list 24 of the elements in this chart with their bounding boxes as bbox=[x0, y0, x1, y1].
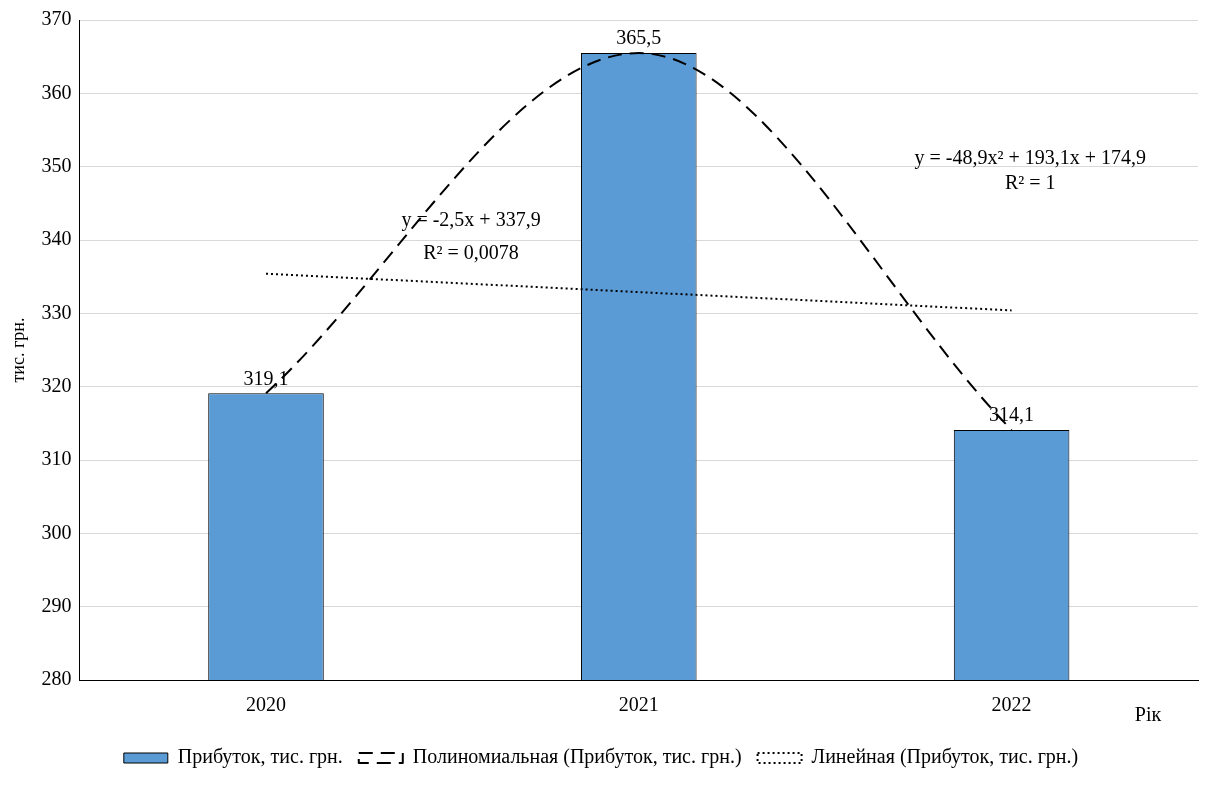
y-tick-label: 290 bbox=[41, 593, 72, 616]
y-axis-title: тис. грн. bbox=[7, 317, 28, 383]
x-axis-title: Рік bbox=[1134, 703, 1162, 726]
y-tick-label: 300 bbox=[41, 520, 72, 543]
data-label: 365,5 bbox=[616, 26, 662, 49]
data-label: 314,1 bbox=[989, 403, 1035, 426]
y-tick-label: 310 bbox=[41, 447, 72, 470]
y-tick-label: 330 bbox=[41, 300, 72, 323]
y-tick-label: 360 bbox=[41, 80, 72, 103]
x-tick-label: 2021 bbox=[618, 693, 659, 716]
data-label: 319,1 bbox=[243, 366, 289, 389]
annotation: R² = 1 bbox=[1004, 170, 1056, 193]
legend-label: Линейная (Прибуток, тис. грн.) bbox=[811, 745, 1079, 769]
y-tick-label: 280 bbox=[41, 667, 72, 690]
x-tick-label: 2022 bbox=[991, 693, 1032, 716]
y-tick-label: 340 bbox=[41, 227, 72, 250]
y-tick-label: 320 bbox=[41, 373, 72, 396]
y-tick-label: 350 bbox=[41, 153, 72, 176]
annotation: y = -48,9x² + 193,1x + 174,9 bbox=[914, 145, 1146, 169]
legend-label: Прибуток, тис. грн. bbox=[177, 745, 343, 769]
x-tick-label: 2020 bbox=[246, 693, 286, 716]
y-tick-label: 370 bbox=[41, 7, 72, 30]
annotation: R² = 0,0078 bbox=[423, 241, 519, 264]
legend-label: Полиномиальная (Прибуток, тис. грн.) bbox=[412, 745, 742, 769]
